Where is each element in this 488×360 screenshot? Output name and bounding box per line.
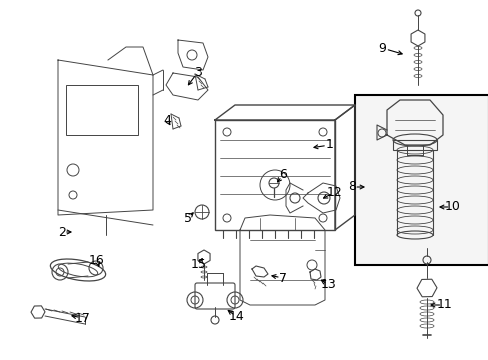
Text: 4: 4: [163, 113, 171, 126]
Text: 14: 14: [229, 310, 244, 324]
Text: 15: 15: [191, 258, 206, 271]
Text: 2: 2: [58, 225, 66, 238]
Text: 7: 7: [279, 271, 286, 284]
Text: 3: 3: [194, 66, 202, 78]
Text: 9: 9: [377, 41, 385, 54]
Bar: [392, 140, 436, 150]
Bar: [215, 120, 334, 230]
Bar: [66, 85, 138, 135]
Text: 16: 16: [89, 253, 104, 266]
Text: 10: 10: [444, 201, 460, 213]
Text: 5: 5: [183, 211, 192, 225]
Bar: [354, 95, 488, 265]
Text: 6: 6: [279, 168, 286, 181]
Text: 17: 17: [75, 311, 91, 324]
Text: 12: 12: [326, 185, 342, 198]
Text: 8: 8: [347, 180, 355, 194]
Text: 13: 13: [321, 279, 336, 292]
Text: 1: 1: [325, 139, 333, 152]
Text: 11: 11: [436, 298, 452, 311]
